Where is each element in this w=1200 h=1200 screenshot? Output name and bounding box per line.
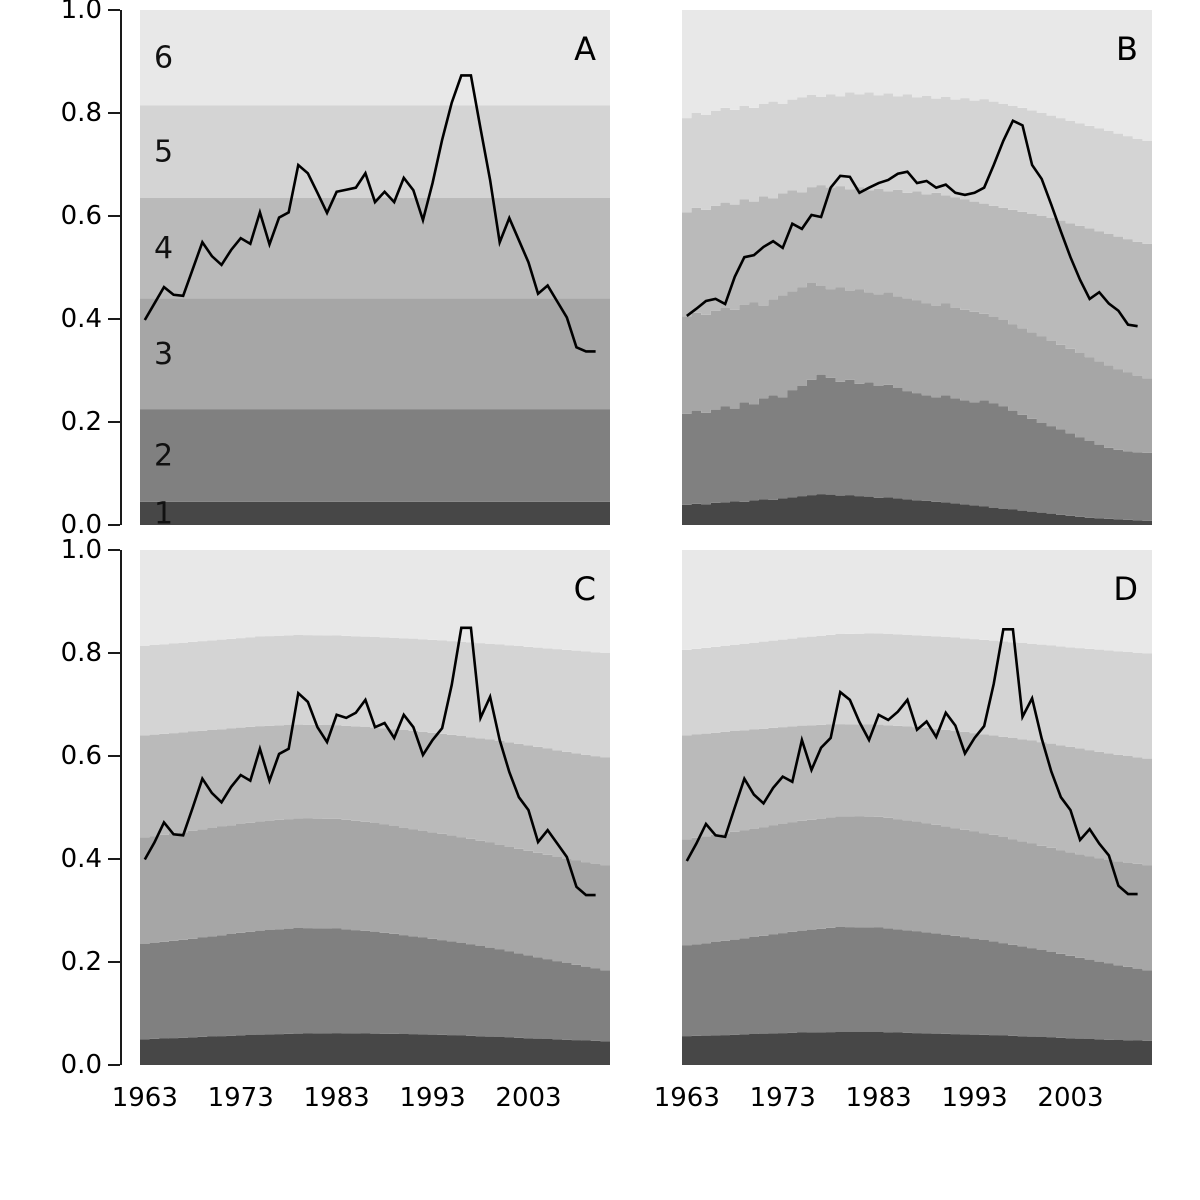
- quantile-band-1: [140, 501, 610, 525]
- x-tick-label: 2003: [495, 1083, 562, 1113]
- x-tick-label: 1993: [941, 1083, 1008, 1113]
- y-tick-label: 0.2: [60, 407, 102, 437]
- band-label-4: 4: [154, 231, 173, 266]
- y-tick-mark: [108, 112, 120, 114]
- quantile-band-1: [140, 1033, 610, 1065]
- y-tick-mark: [108, 961, 120, 963]
- panel-letter-c: C: [574, 570, 596, 608]
- quantile-band-4: [140, 197, 610, 299]
- panel-letter-a: A: [574, 30, 596, 68]
- y-tick-label: 0.0: [60, 1050, 102, 1080]
- quantile-band-6: [682, 10, 1152, 141]
- quantile-band-5: [140, 105, 610, 198]
- panel-letter-b: B: [1116, 30, 1138, 68]
- band-label-6: 6: [154, 41, 173, 76]
- panel-c-plot: C: [140, 550, 610, 1065]
- y-tick-mark: [108, 318, 120, 320]
- y-tick-mark: [108, 524, 120, 526]
- quantile-band-6: [682, 550, 1152, 654]
- y-tick-label: 0.6: [60, 741, 102, 771]
- quantile-band-6: [140, 550, 610, 653]
- panel-letter-d: D: [1113, 570, 1138, 608]
- quantile-band-5: [140, 634, 610, 758]
- quantile-band-3: [682, 816, 1152, 971]
- x-tick-label: 2003: [1037, 1083, 1104, 1113]
- y-tick-mark: [108, 652, 120, 654]
- quantile-band-1: [682, 494, 1152, 525]
- quantile-band-6: [140, 10, 610, 106]
- band-label-2: 2: [154, 439, 173, 474]
- y-tick-label: 0.4: [60, 304, 102, 334]
- series-line: [686, 118, 1138, 328]
- y-tick-label: 0.4: [60, 844, 102, 874]
- quantile-band-2: [682, 374, 1152, 521]
- x-tick-label: 1983: [845, 1083, 912, 1113]
- series-line: [143, 626, 596, 897]
- panel-a-plot: 1 2 3 4 5 6 A: [140, 10, 610, 525]
- quantile-band-4: [682, 724, 1152, 866]
- y-tick-label: 0.2: [60, 947, 102, 977]
- y-tick-mark: [108, 9, 120, 11]
- x-tick-label: 1973: [207, 1083, 274, 1113]
- x-tick-label: 1983: [303, 1083, 370, 1113]
- quantile-band-2: [140, 928, 610, 1042]
- y-axis-spine: [120, 10, 122, 525]
- y-tick-mark: [108, 1064, 120, 1066]
- quantile-band-3: [140, 818, 610, 971]
- panel-b: B: [682, 10, 1152, 525]
- quantile-band-3: [140, 298, 610, 410]
- quantile-band-2: [140, 409, 610, 502]
- x-tick-label: 1973: [749, 1083, 816, 1113]
- band-label-1: 1: [154, 496, 173, 525]
- panel-b-plot: B: [682, 10, 1152, 525]
- panel-c: C: [140, 550, 610, 1065]
- y-tick-mark: [108, 549, 120, 551]
- panel-d: D: [682, 550, 1152, 1065]
- y-tick-mark: [108, 215, 120, 217]
- y-axis-spine: [120, 550, 122, 1065]
- series-line: [685, 628, 1138, 896]
- y-tick-label: 0.0: [60, 510, 102, 540]
- y-tick-mark: [108, 755, 120, 757]
- y-tick-mark: [108, 421, 120, 423]
- y-tick-label: 0.6: [60, 201, 102, 231]
- x-tick-label: 1993: [399, 1083, 466, 1113]
- x-tick-label: 1963: [653, 1083, 720, 1113]
- x-tick-label: 1963: [111, 1083, 178, 1113]
- y-tick-mark: [108, 858, 120, 860]
- quantile-band-2: [682, 926, 1152, 1041]
- series-line: [143, 74, 596, 353]
- quantile-band-5: [682, 633, 1152, 759]
- panel-a: 1 2 3 4 5 6 A: [140, 10, 610, 525]
- y-tick-label: 1.0: [60, 0, 102, 25]
- quantile-band-5: [682, 92, 1152, 244]
- y-tick-label: 0.8: [60, 638, 102, 668]
- quantile-band-4: [682, 185, 1152, 379]
- y-tick-label: 0.8: [60, 98, 102, 128]
- quantile-band-1: [682, 1032, 1152, 1065]
- band-label-5: 5: [154, 135, 173, 170]
- y-tick-label: 1.0: [60, 535, 102, 565]
- panel-d-plot: D: [682, 550, 1152, 1065]
- quantile-band-3: [682, 282, 1152, 453]
- band-label-3: 3: [154, 337, 173, 372]
